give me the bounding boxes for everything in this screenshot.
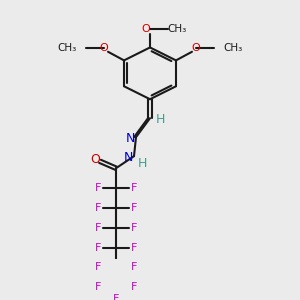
- Text: N: N: [125, 131, 135, 145]
- Text: F: F: [95, 223, 101, 233]
- Text: CH₃: CH₃: [167, 24, 187, 34]
- Text: F: F: [95, 203, 101, 213]
- Text: F: F: [95, 262, 101, 272]
- Text: F: F: [131, 223, 137, 233]
- Text: F: F: [131, 243, 137, 253]
- Text: F: F: [131, 203, 137, 213]
- Text: F: F: [95, 183, 101, 193]
- Text: F: F: [95, 282, 101, 292]
- Text: O: O: [142, 24, 150, 34]
- Text: F: F: [131, 282, 137, 292]
- Text: F: F: [113, 294, 119, 300]
- Text: CH₃: CH₃: [58, 43, 77, 53]
- Text: F: F: [131, 183, 137, 193]
- Text: O: O: [90, 153, 100, 166]
- Text: O: O: [100, 43, 108, 53]
- Text: H: H: [155, 112, 165, 126]
- Text: N: N: [123, 151, 133, 164]
- Text: CH₃: CH₃: [223, 43, 242, 53]
- Text: O: O: [192, 43, 200, 53]
- Text: F: F: [131, 262, 137, 272]
- Text: H: H: [137, 158, 147, 170]
- Text: F: F: [95, 243, 101, 253]
